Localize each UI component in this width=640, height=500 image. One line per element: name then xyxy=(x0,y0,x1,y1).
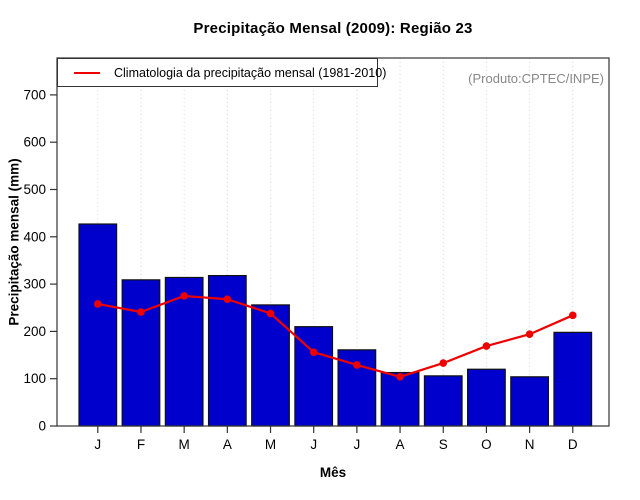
y-tick-label: 0 xyxy=(38,419,46,434)
climatology-point xyxy=(180,292,188,300)
y-tick-label: 700 xyxy=(23,87,46,102)
chart-title: Precipitação Mensal (2009): Região 23 xyxy=(193,20,473,37)
x-tick-label: M xyxy=(265,437,276,452)
legend: Climatologia da precipitação mensal (198… xyxy=(57,58,386,87)
x-tick-label: J xyxy=(354,437,361,452)
climatology-point xyxy=(482,342,491,350)
x-tick-label: M xyxy=(179,437,190,452)
bar xyxy=(251,304,290,427)
bar xyxy=(164,276,204,427)
y-tick-label: 300 xyxy=(23,277,46,292)
y-axis-title: Precipitação mensal (mm) xyxy=(6,158,22,326)
bar xyxy=(78,223,118,427)
bar xyxy=(294,326,334,427)
climatology-line xyxy=(97,294,574,378)
x-tick-label: F xyxy=(137,437,145,452)
climatology-point xyxy=(137,308,145,316)
climatology-point xyxy=(223,295,232,304)
x-tick-label: O xyxy=(481,437,492,452)
y-tick-label: 100 xyxy=(23,371,46,386)
climatology-point xyxy=(568,311,577,320)
bar xyxy=(553,331,593,427)
climatology-point xyxy=(525,330,534,339)
x-axis-title: Mês xyxy=(319,465,347,480)
y-tick-label: 200 xyxy=(23,324,46,339)
produto-watermark: (Produto:CPTEC/INPE) xyxy=(468,71,604,86)
y-tick-label: 400 xyxy=(23,229,46,244)
climatology-point xyxy=(353,361,361,369)
bar xyxy=(423,375,463,427)
legend-line-swatch xyxy=(74,71,100,74)
x-tick-label: J xyxy=(94,437,101,452)
climatology-point xyxy=(309,348,318,357)
bar xyxy=(121,279,161,427)
bar xyxy=(380,371,420,427)
climatology-point xyxy=(396,373,404,381)
bar xyxy=(510,376,549,427)
legend-label: Climatologia da precipitação mensal (198… xyxy=(114,65,387,80)
climatology-point xyxy=(266,309,275,318)
x-tick-label: A xyxy=(223,437,232,452)
x-tick-label: A xyxy=(396,437,405,452)
x-tick-label: S xyxy=(439,437,448,452)
x-tick-label: J xyxy=(310,437,317,452)
bar xyxy=(467,368,506,427)
x-tick-label: D xyxy=(568,437,578,452)
y-tick-label: 600 xyxy=(23,135,46,150)
y-tick-label: 500 xyxy=(23,182,46,197)
climatology-point xyxy=(94,300,102,308)
climatology-point xyxy=(439,359,448,367)
x-tick-label: N xyxy=(525,437,535,452)
